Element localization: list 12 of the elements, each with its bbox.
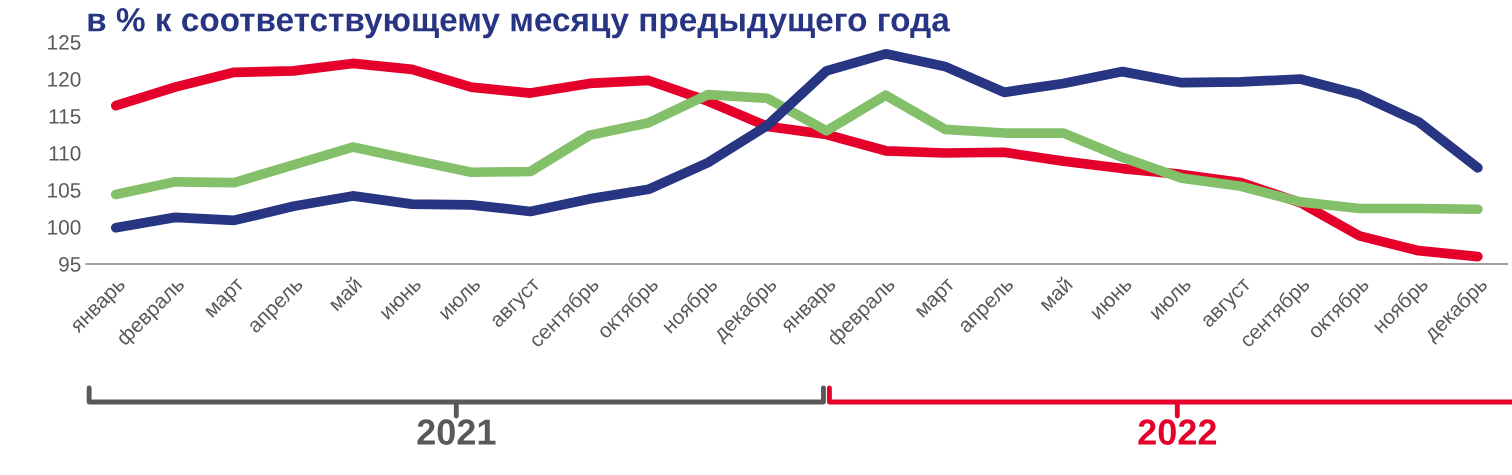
y-tick-label: 100 — [48, 220, 81, 235]
text: 2021 — [417, 419, 496, 445]
y-tick-label: 120 — [48, 72, 81, 87]
text: 2022 — [1138, 419, 1217, 445]
y-tick-label: 105 — [48, 183, 81, 198]
y-tick-label: 110 — [49, 146, 81, 161]
x-tick-label: май — [1037, 275, 1074, 312]
y-tick-label: 125 — [48, 35, 81, 50]
y-tick-label: 115 — [49, 109, 81, 124]
chart-title: в % к соответствующему месяцу предыдущего года — [88, 8, 950, 39]
x-tick-label: май — [326, 275, 363, 312]
y-tick-label: 95 — [59, 257, 81, 272]
